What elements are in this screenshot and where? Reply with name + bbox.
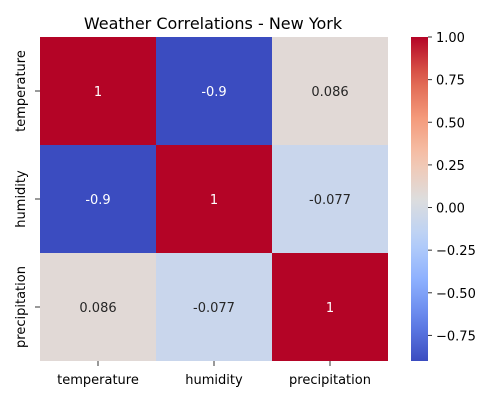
chart-title: Weather Correlations - New York xyxy=(84,14,343,33)
colorbar-gradient xyxy=(411,37,428,361)
x-tick-label: temperature xyxy=(57,373,139,388)
cell-value-label: 1 xyxy=(210,193,218,208)
cell-value-label: 0.086 xyxy=(79,301,116,316)
cell-value-label: 1 xyxy=(326,301,334,316)
heatmap-cell xyxy=(272,253,388,361)
cell-value-label: 0.086 xyxy=(311,85,348,100)
colorbar-tick-label: 0.25 xyxy=(436,159,465,174)
cell-value-label: -0.077 xyxy=(193,301,235,316)
colorbar-tick-label: 0.50 xyxy=(436,116,465,131)
cell-value-label: -0.9 xyxy=(85,193,110,208)
heatmap-cell xyxy=(272,145,388,253)
y-tick-label: humidity xyxy=(14,170,29,228)
y-axis: temperature humidity precipitation xyxy=(14,50,40,348)
cell-value-label: 1 xyxy=(94,85,102,100)
colorbar-tick-label: −0.75 xyxy=(436,329,476,344)
x-tick-label: humidity xyxy=(185,373,243,388)
heatmap-cell xyxy=(156,145,272,253)
heatmap-cell xyxy=(40,37,156,145)
x-tick-label: precipitation xyxy=(289,373,371,388)
heatmap-cell xyxy=(272,37,388,145)
cell-value-label: -0.9 xyxy=(201,85,226,100)
heatmap-cell xyxy=(156,37,272,145)
y-tick-label: precipitation xyxy=(14,266,29,348)
colorbar-tick-label: −0.25 xyxy=(436,244,476,259)
heatmap-cells: 1 -0.9 0.086 -0.9 1 -0.077 0.086 -0.077 1 xyxy=(40,37,388,361)
colorbar: 1.00 0.75 0.50 0.25 0.00 −0.25 −0.50 −0.75 xyxy=(411,31,476,361)
x-axis: temperature humidity precipitation xyxy=(57,361,371,388)
heatmap-cell xyxy=(40,253,156,361)
y-tick-label: temperature xyxy=(14,50,29,132)
colorbar-tick-label: 0.00 xyxy=(436,202,465,217)
colorbar-tick-label: 1.00 xyxy=(436,31,465,46)
cell-value-label: -0.077 xyxy=(309,193,351,208)
colorbar-tick-label: −0.50 xyxy=(436,287,476,302)
heatmap-cell xyxy=(156,253,272,361)
colorbar-tick-label: 0.75 xyxy=(436,74,465,89)
heatmap-cell xyxy=(40,145,156,253)
